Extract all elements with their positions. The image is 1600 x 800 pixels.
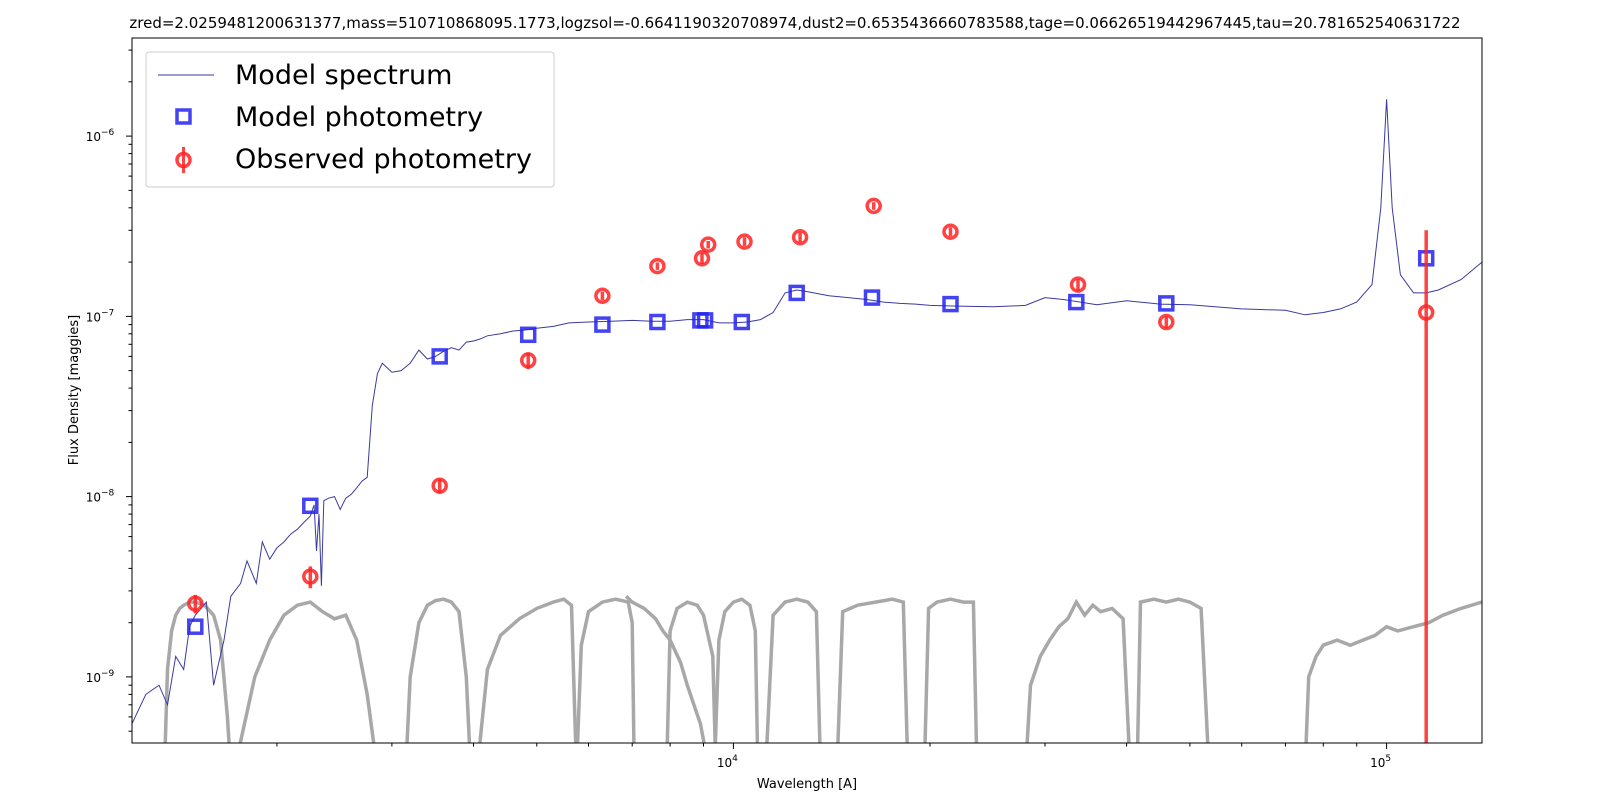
- observed-photometry-point: [736, 233, 753, 250]
- model-photometry-point: [302, 497, 319, 515]
- filter-curve-11: [1025, 598, 1131, 743]
- legend: Model spectrum Model photometry Observed…: [145, 51, 555, 188]
- model-photometry-point: [519, 326, 537, 344]
- observed-photometry-point: [942, 223, 959, 240]
- x-tick-label: 104: [717, 754, 738, 770]
- axis-ticks: 104 105 10−9 10−8 10−7 10−6: [86, 49, 1391, 770]
- model-photometry-point: [431, 348, 448, 365]
- x-tick-label: 105: [1370, 754, 1391, 770]
- legend-box: [145, 51, 555, 188]
- legend-label-model-photometry: Model photometry: [235, 102, 483, 133]
- filter-curve-10: [923, 597, 979, 743]
- observed-photometry-point: [1069, 276, 1087, 293]
- model-photometry-point: [187, 618, 204, 635]
- observed-photometry-point: [693, 250, 711, 267]
- model-photometry-point: [696, 312, 714, 329]
- model-spectrum-line: [132, 99, 1482, 724]
- model-photometry-point: [594, 316, 611, 333]
- model-photometry-point: [1068, 293, 1085, 311]
- observed-photometry-point: [519, 352, 537, 369]
- chart-title: zred=2.0259481200631377,mass=51071086809…: [129, 14, 1460, 32]
- y-tick-label: 10−8: [86, 489, 115, 505]
- model-photometry-point: [733, 313, 751, 331]
- observed-photometry-point: [649, 257, 666, 275]
- model-photometry-point: [649, 313, 666, 331]
- x-axis-label: Wavelength [A]: [757, 777, 857, 792]
- model-photometry-point: [942, 295, 959, 313]
- filter-curve-9: [836, 597, 909, 743]
- model-photometry-point: [1158, 295, 1175, 312]
- filter-curve-7: [713, 597, 760, 743]
- plot-frame: [131, 37, 1483, 744]
- observed-photometry-point: [699, 236, 717, 253]
- observed-photometry-point: [431, 477, 448, 494]
- filter-curve-1: [238, 600, 376, 743]
- observed-photometry-point: [865, 197, 882, 215]
- legend-circle-swatch: [175, 151, 192, 169]
- y-axis-label: Flux Density [maggies]: [67, 315, 82, 465]
- y-tick-label: 10−7: [86, 308, 115, 324]
- model-photometry-point: [788, 284, 805, 302]
- legend-label-observed-photometry: Observed photometry: [235, 144, 532, 175]
- filter-curve-3: [478, 597, 578, 743]
- filter-curve-4: [575, 597, 636, 743]
- observed-photometry-point: [1417, 304, 1435, 321]
- y-tick-label: 10−6: [86, 128, 115, 144]
- y-tick-label: 10−9: [86, 669, 115, 685]
- observed-photometry-point: [302, 568, 319, 585]
- filter-curve-12: [1135, 597, 1210, 743]
- observed-photometry-point: [791, 228, 809, 246]
- filter-curve-8: [765, 597, 822, 743]
- filter-curve-0: [163, 600, 231, 743]
- observed-photometry-point: [187, 595, 204, 612]
- model-photometry-point: [863, 289, 881, 306]
- filter-curve-13: [1304, 600, 1482, 743]
- legend-label-model-spectrum: Model spectrum: [235, 60, 452, 91]
- observed-photometry-point: [594, 287, 611, 305]
- filter-curve-5: [624, 595, 706, 743]
- filter-curve-2: [405, 597, 472, 743]
- filter-curve-6: [665, 600, 717, 743]
- observed-photometry-point: [1158, 313, 1175, 331]
- legend-square-swatch: [175, 108, 192, 125]
